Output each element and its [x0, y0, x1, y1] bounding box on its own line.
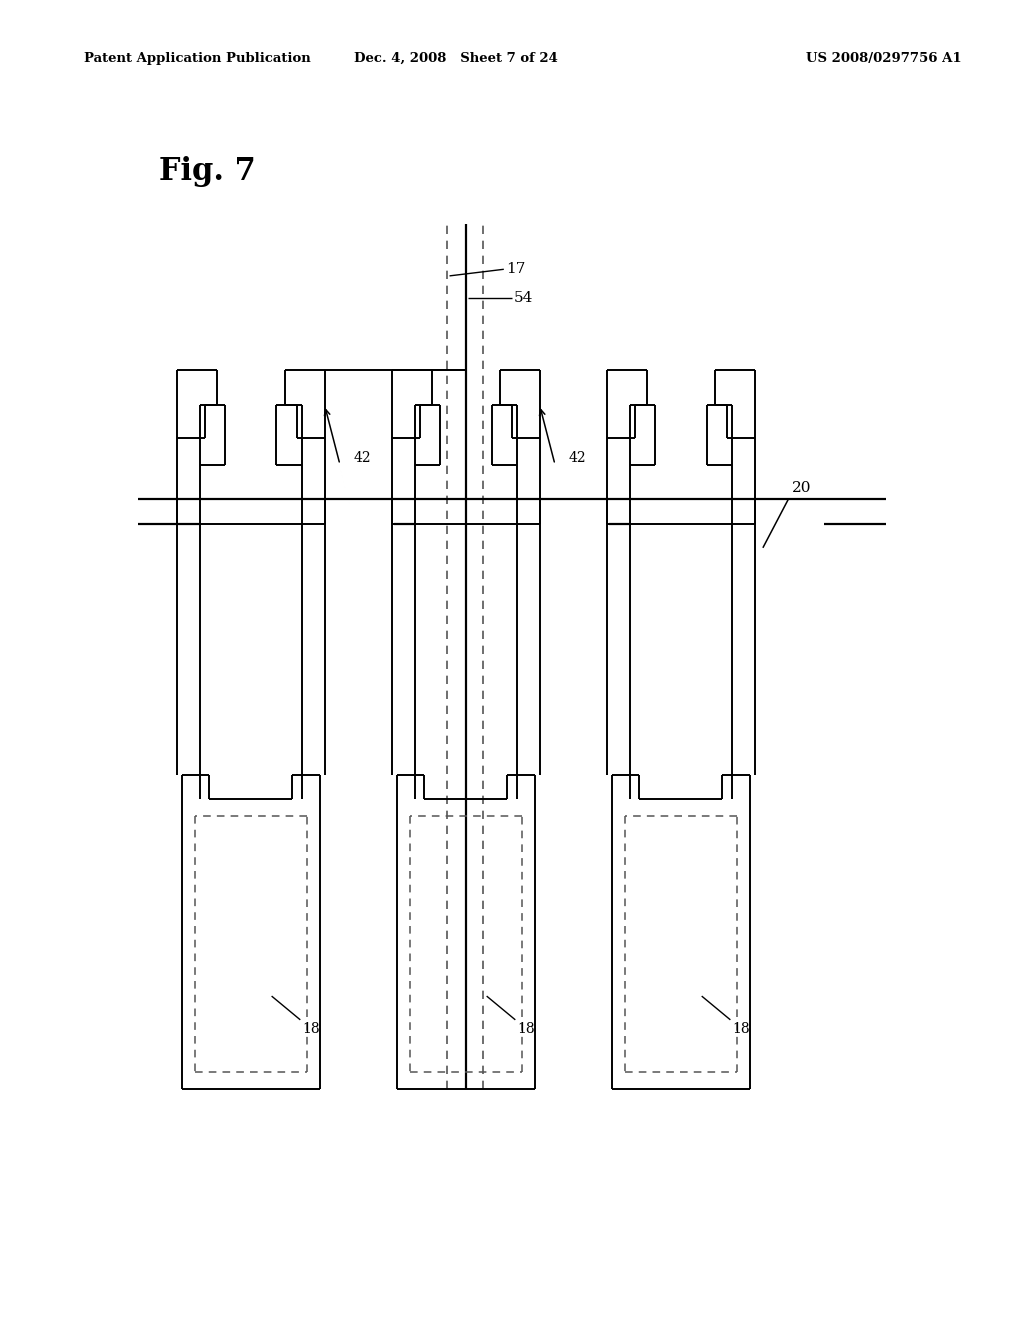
Text: 20: 20: [792, 480, 811, 495]
Text: US 2008/0297756 A1: US 2008/0297756 A1: [806, 51, 962, 65]
Text: Dec. 4, 2008   Sheet 7 of 24: Dec. 4, 2008 Sheet 7 of 24: [353, 51, 558, 65]
Text: 18: 18: [517, 1023, 535, 1036]
Text: 17: 17: [506, 263, 525, 276]
Text: Fig. 7: Fig. 7: [159, 156, 255, 187]
Text: 42: 42: [568, 451, 586, 465]
Text: Patent Application Publication: Patent Application Publication: [84, 51, 310, 65]
Text: 42: 42: [353, 451, 371, 465]
Text: 18: 18: [302, 1023, 319, 1036]
Text: 18: 18: [732, 1023, 750, 1036]
Text: 54: 54: [514, 292, 534, 305]
